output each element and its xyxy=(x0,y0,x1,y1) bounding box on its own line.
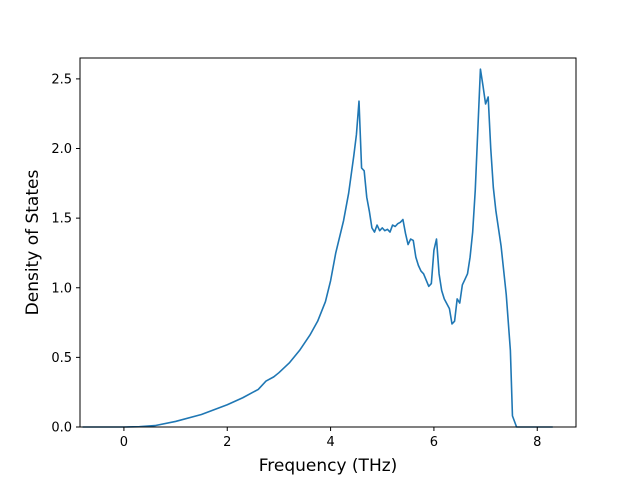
x-tick-label: 4 xyxy=(326,435,334,450)
y-tick-label: 2.5 xyxy=(51,72,72,87)
dos-series-line-0 xyxy=(82,68,553,428)
plot-frame xyxy=(79,57,577,428)
x-tick-label: 0 xyxy=(120,435,128,450)
y-tick-label: 2.0 xyxy=(51,142,72,157)
y-tick-label: 0.5 xyxy=(51,351,72,366)
y-tick-label: 1.5 xyxy=(51,212,72,227)
x-axis-label: Frequency (THz) xyxy=(259,456,398,476)
y-axis-ticks: 0.0 0.5 1.0 1.5 2.0 2.5 xyxy=(51,72,80,436)
y-axis-label: Density of States xyxy=(23,170,43,316)
x-tick-label: 8 xyxy=(533,435,541,450)
plot-area xyxy=(79,57,577,428)
y-tick-label: 1.0 xyxy=(51,281,72,296)
x-axis-ticks: 0 2 4 6 8 xyxy=(120,427,541,450)
y-tick-label: 0.0 xyxy=(51,421,72,436)
x-tick-label: 2 xyxy=(223,435,231,450)
x-tick-label: 6 xyxy=(430,435,438,450)
